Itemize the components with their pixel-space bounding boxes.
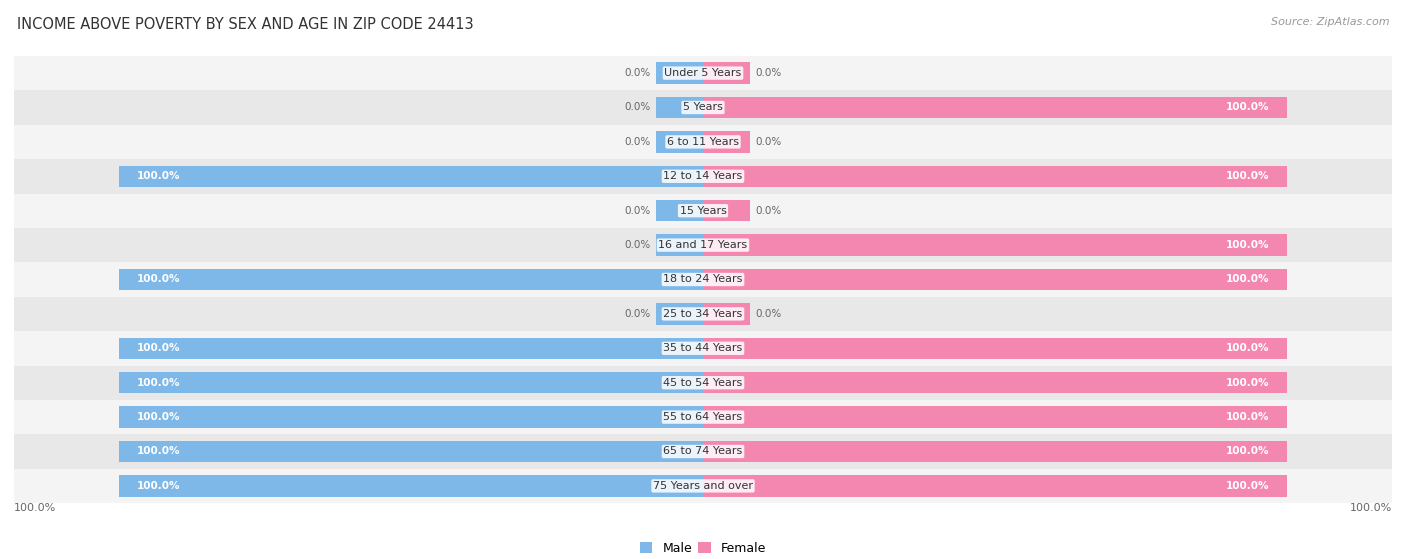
Bar xyxy=(14,56,1392,91)
Text: 0.0%: 0.0% xyxy=(624,102,651,112)
Bar xyxy=(703,475,1286,496)
Text: 16 and 17 Years: 16 and 17 Years xyxy=(658,240,748,250)
Text: 0.0%: 0.0% xyxy=(624,137,651,147)
Text: 100.0%: 100.0% xyxy=(136,171,180,181)
Bar xyxy=(14,297,1392,331)
Text: 100.0%: 100.0% xyxy=(1226,274,1270,285)
Bar xyxy=(14,159,1392,193)
Text: 6 to 11 Years: 6 to 11 Years xyxy=(666,137,740,147)
Text: Source: ZipAtlas.com: Source: ZipAtlas.com xyxy=(1271,17,1389,27)
Text: 100.0%: 100.0% xyxy=(136,412,180,422)
Bar xyxy=(703,165,1286,187)
Text: 100.0%: 100.0% xyxy=(1226,102,1270,112)
Text: 25 to 34 Years: 25 to 34 Years xyxy=(664,309,742,319)
Text: 0.0%: 0.0% xyxy=(755,309,782,319)
Text: 100.0%: 100.0% xyxy=(136,378,180,388)
Text: 0.0%: 0.0% xyxy=(755,137,782,147)
Text: 100.0%: 100.0% xyxy=(1226,343,1270,353)
Bar xyxy=(703,338,1286,359)
Text: 100.0%: 100.0% xyxy=(1350,503,1392,513)
Bar xyxy=(657,97,703,118)
Bar xyxy=(657,303,703,325)
Bar xyxy=(120,269,703,290)
Bar xyxy=(120,372,703,394)
Text: 100.0%: 100.0% xyxy=(1226,481,1270,491)
Text: 18 to 24 Years: 18 to 24 Years xyxy=(664,274,742,285)
Text: 100.0%: 100.0% xyxy=(1226,447,1270,457)
Bar xyxy=(703,63,749,84)
Bar xyxy=(14,91,1392,125)
Text: 15 Years: 15 Years xyxy=(679,206,727,216)
Text: 100.0%: 100.0% xyxy=(136,447,180,457)
Bar xyxy=(120,475,703,496)
Text: 100.0%: 100.0% xyxy=(1226,240,1270,250)
Bar xyxy=(14,331,1392,366)
Bar xyxy=(120,406,703,428)
Bar xyxy=(703,303,749,325)
Text: 100.0%: 100.0% xyxy=(1226,171,1270,181)
Text: 0.0%: 0.0% xyxy=(624,240,651,250)
Bar xyxy=(657,63,703,84)
Bar xyxy=(703,234,1286,256)
Bar xyxy=(14,262,1392,297)
Text: 100.0%: 100.0% xyxy=(1226,378,1270,388)
Bar xyxy=(120,441,703,462)
Text: 0.0%: 0.0% xyxy=(755,68,782,78)
Text: 100.0%: 100.0% xyxy=(136,481,180,491)
Bar xyxy=(703,372,1286,394)
Text: 100.0%: 100.0% xyxy=(1226,412,1270,422)
Bar xyxy=(657,234,703,256)
Text: 100.0%: 100.0% xyxy=(136,343,180,353)
Bar xyxy=(14,434,1392,468)
Text: 0.0%: 0.0% xyxy=(624,206,651,216)
Bar xyxy=(703,131,749,153)
Bar xyxy=(14,125,1392,159)
Bar xyxy=(703,406,1286,428)
Text: 0.0%: 0.0% xyxy=(755,206,782,216)
Text: 65 to 74 Years: 65 to 74 Years xyxy=(664,447,742,457)
Legend: Male, Female: Male, Female xyxy=(640,542,766,555)
Bar xyxy=(14,228,1392,262)
Text: 35 to 44 Years: 35 to 44 Years xyxy=(664,343,742,353)
Bar xyxy=(120,165,703,187)
Bar xyxy=(14,193,1392,228)
Bar xyxy=(14,366,1392,400)
Bar xyxy=(703,269,1286,290)
Text: 55 to 64 Years: 55 to 64 Years xyxy=(664,412,742,422)
Bar xyxy=(703,200,749,221)
Text: 0.0%: 0.0% xyxy=(624,68,651,78)
Bar xyxy=(14,400,1392,434)
Text: 45 to 54 Years: 45 to 54 Years xyxy=(664,378,742,388)
Bar xyxy=(657,131,703,153)
Bar xyxy=(14,468,1392,503)
Text: 12 to 14 Years: 12 to 14 Years xyxy=(664,171,742,181)
Bar xyxy=(703,441,1286,462)
Text: Under 5 Years: Under 5 Years xyxy=(665,68,741,78)
Text: 5 Years: 5 Years xyxy=(683,102,723,112)
Text: 100.0%: 100.0% xyxy=(14,503,56,513)
Bar xyxy=(657,200,703,221)
Text: 75 Years and over: 75 Years and over xyxy=(652,481,754,491)
Bar xyxy=(120,338,703,359)
Bar xyxy=(703,97,1286,118)
Text: INCOME ABOVE POVERTY BY SEX AND AGE IN ZIP CODE 24413: INCOME ABOVE POVERTY BY SEX AND AGE IN Z… xyxy=(17,17,474,32)
Text: 100.0%: 100.0% xyxy=(136,274,180,285)
Text: 0.0%: 0.0% xyxy=(624,309,651,319)
